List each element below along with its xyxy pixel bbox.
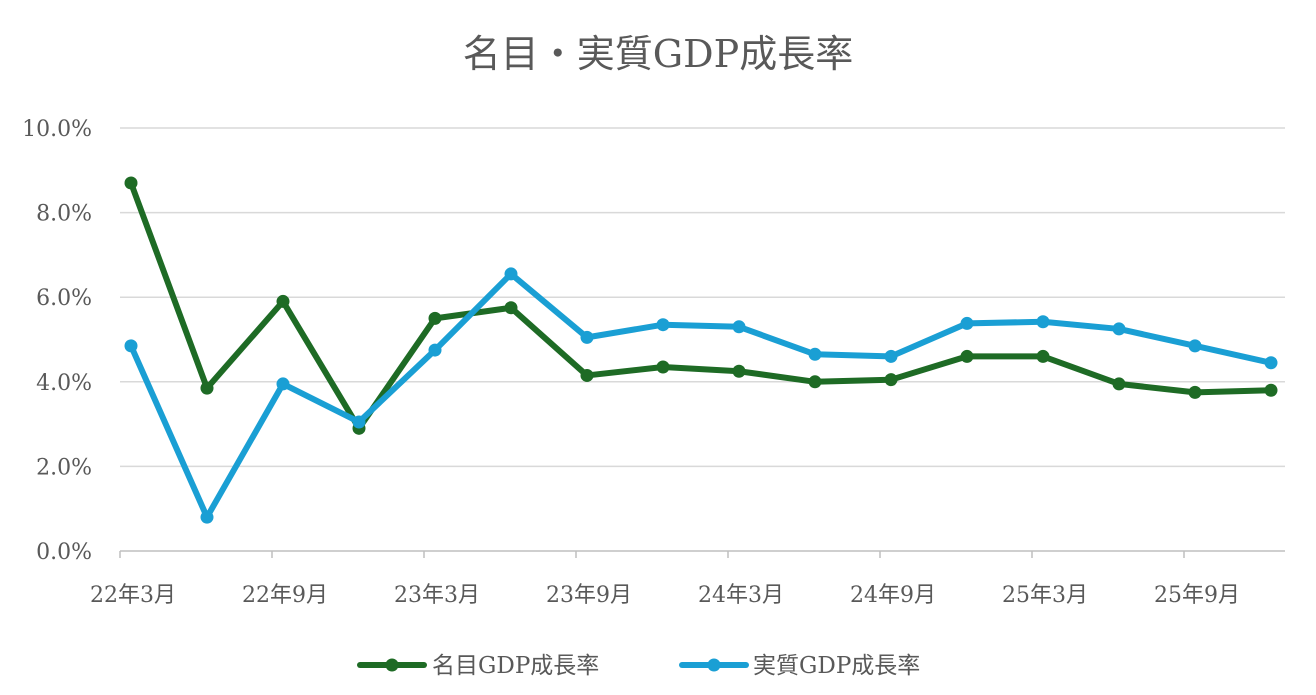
data-point xyxy=(1112,377,1126,391)
gridlines xyxy=(120,127,1285,468)
data-point xyxy=(200,510,214,524)
data-point xyxy=(504,301,518,315)
data-point xyxy=(1036,349,1050,363)
x-tick-label: 24年9月 xyxy=(850,583,936,608)
data-point xyxy=(124,176,138,190)
y-tick-label: 0.0% xyxy=(36,540,92,565)
x-tick-label: 23年9月 xyxy=(546,583,632,608)
series-1 xyxy=(124,176,1278,435)
chart-title: 名目・実質GDP成長率 xyxy=(463,32,853,76)
x-tick-label: 23年3月 xyxy=(394,583,480,608)
x-tick-label: 25年9月 xyxy=(1154,583,1240,608)
series-line xyxy=(128,270,1274,521)
data-point xyxy=(960,349,974,363)
data-point xyxy=(1188,385,1202,399)
data-point xyxy=(884,373,898,387)
series-lines xyxy=(124,176,1278,524)
data-point xyxy=(428,311,442,325)
data-point xyxy=(200,381,214,395)
data-point xyxy=(732,364,746,378)
data-point xyxy=(580,330,594,344)
data-point xyxy=(1264,383,1278,397)
legend-label: 名目GDP成長率 xyxy=(432,653,599,679)
data-point xyxy=(352,415,366,429)
data-point xyxy=(808,375,822,389)
series-line xyxy=(128,179,1274,432)
data-point xyxy=(884,349,898,363)
data-point xyxy=(124,339,138,353)
legend: 名目GDP成長率 実質GDP成長率 xyxy=(357,653,920,679)
legend-marker xyxy=(385,658,399,672)
data-point xyxy=(276,377,290,391)
y-axis-tick-labels: 0.0% 2.0% 4.0% 6.0% 8.0% 10.0% xyxy=(22,117,92,565)
x-axis-tick-labels: 22年3月 22年9月 23年3月 23年9月 24年3月 24年9月 25年3月 25年9月 xyxy=(90,583,1240,608)
data-point xyxy=(808,347,822,361)
data-point xyxy=(960,316,974,330)
data-point xyxy=(656,360,670,374)
legend-marker xyxy=(707,658,721,672)
y-tick-label: 2.0% xyxy=(36,455,92,480)
data-point xyxy=(428,343,442,357)
x-tick-label: 22年9月 xyxy=(242,583,328,608)
legend-label: 実質GDP成長率 xyxy=(753,653,920,679)
y-tick-label: 8.0% xyxy=(36,202,92,227)
y-tick-label: 6.0% xyxy=(36,286,92,311)
data-point xyxy=(1036,315,1050,329)
data-point xyxy=(504,267,518,281)
data-point xyxy=(276,294,290,308)
data-point xyxy=(1112,322,1126,336)
x-tick-label: 25年3月 xyxy=(1002,583,1088,608)
x-tick-label: 24年3月 xyxy=(698,583,784,608)
data-point xyxy=(732,320,746,334)
x-axis xyxy=(119,550,1285,558)
series-2 xyxy=(124,267,1278,524)
data-point xyxy=(1264,356,1278,370)
data-point xyxy=(656,318,670,332)
x-tick-label: 22年3月 xyxy=(90,583,176,608)
y-tick-label: 10.0% xyxy=(22,117,92,142)
legend-item: 実質GDP成長率 xyxy=(679,653,920,679)
legend-item: 名目GDP成長率 xyxy=(357,653,599,679)
y-tick-label: 4.0% xyxy=(36,371,92,396)
data-point xyxy=(1188,339,1202,353)
data-point xyxy=(580,368,594,382)
